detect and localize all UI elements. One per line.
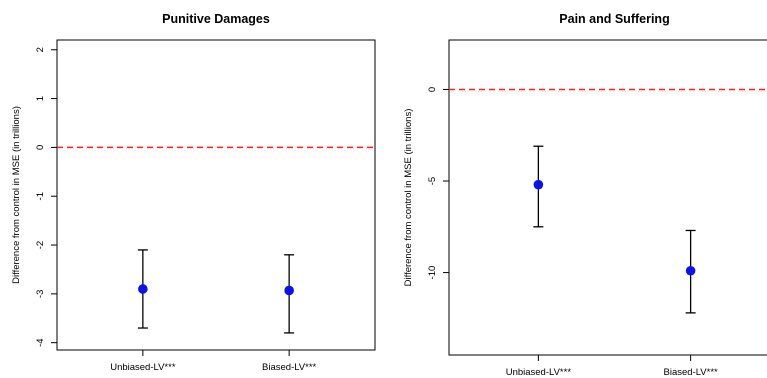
y-tick-label: -1	[35, 192, 46, 200]
y-tick-label: 1	[35, 96, 46, 101]
y-tick-label: 0	[427, 87, 438, 92]
x-tick-label: Biased-LV***	[664, 367, 719, 378]
y-axis-label: Difference from control in MSE (in trill…	[11, 106, 22, 284]
data-point	[284, 285, 294, 296]
data-point	[685, 265, 696, 276]
plot-frame	[56, 39, 376, 351]
x-tick-label: Biased-LV***	[262, 362, 317, 373]
x-tick-label: Unbiased-LV***	[110, 362, 176, 373]
x-tick-label: Unbiased-LV***	[506, 367, 572, 378]
plot-frame	[448, 39, 767, 356]
chart-title: Punitive Damages	[162, 12, 270, 26]
y-tick-label: -2	[35, 241, 46, 249]
chart-panel-1: Punitive Damages 2 1 0 -1 -2 -3 -4 Difference fr…	[11, 12, 376, 373]
chart-title: Pain and Suffering	[559, 12, 669, 26]
y-tick-label: 0	[35, 145, 46, 150]
y-tick-label: -10	[427, 266, 438, 280]
data-point	[138, 284, 148, 294]
y-axis-label: Difference from control in MSE (in trill…	[403, 109, 414, 287]
data-point	[533, 179, 544, 190]
chart-panel-2: Pain and Suffering 0 -5 -10 Difference from …	[403, 12, 767, 378]
y-tick-label: 2	[35, 47, 46, 52]
y-tick-label: -3	[35, 290, 46, 298]
y-tick-label: -5	[427, 177, 438, 185]
y-tick-label: -4	[35, 338, 46, 346]
